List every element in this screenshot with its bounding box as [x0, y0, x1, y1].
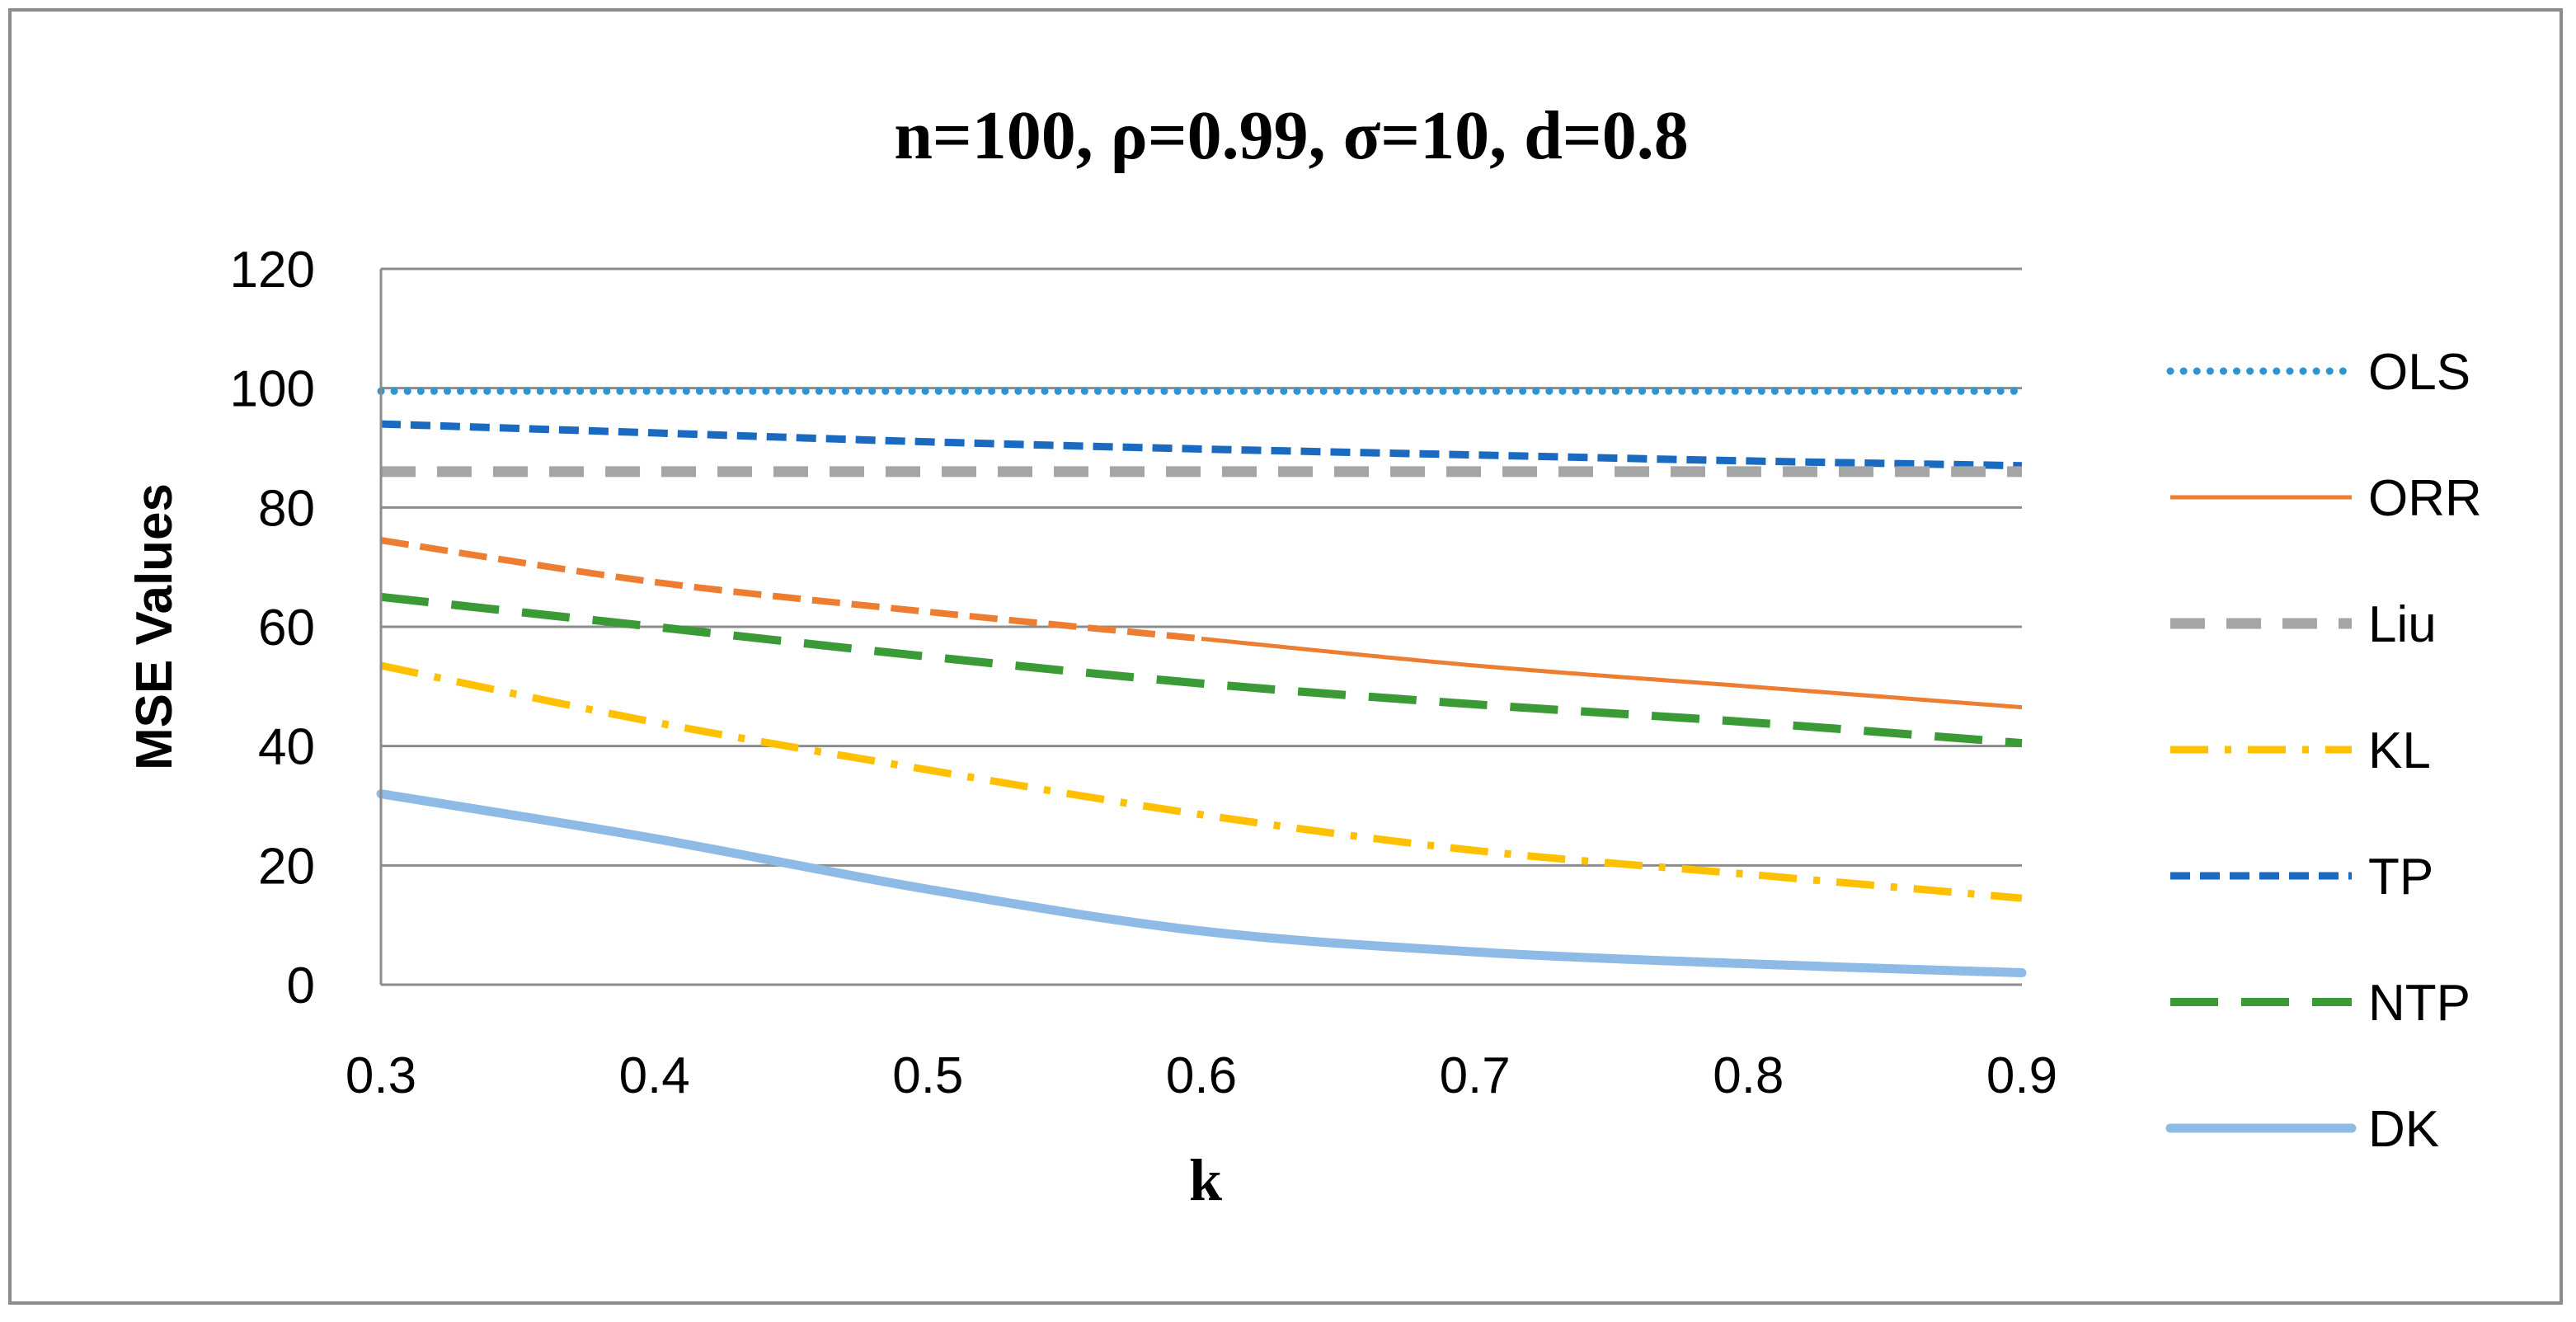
x-tick-label: 0.3 [346, 1047, 416, 1104]
chart-frame [8, 8, 2563, 1305]
y-tick-label: 40 [258, 719, 315, 776]
series-line-kl [380, 661, 2023, 902]
legend-label-dk: DK [2368, 1101, 2439, 1158]
series-line-orr [380, 537, 1202, 642]
x-tick-label: 0.6 [1166, 1047, 1237, 1104]
x-axis-label: k [1189, 1147, 1222, 1213]
legend-label-orr: ORR [2368, 470, 2482, 527]
y-tick-label: 100 [230, 361, 315, 418]
legend-label-ols: OLS [2368, 344, 2470, 401]
legend-label-liu: Liu [2368, 596, 2437, 653]
x-tick-label: 0.8 [1713, 1047, 1784, 1104]
y-tick-label: 20 [258, 838, 315, 895]
gridlines [381, 267, 2022, 867]
legend-label-kl: KL [2368, 722, 2431, 779]
series-line-dk [376, 789, 2027, 978]
y-tick-label: 0 [287, 957, 315, 1014]
legend-label-ntp: NTP [2368, 975, 2470, 1032]
x-tick-label: 0.9 [1986, 1047, 2057, 1104]
series-line-ntp [380, 592, 2023, 748]
legend-label-tp: TP [2368, 849, 2433, 906]
series-line-orr-tail [1201, 636, 2023, 710]
y-tick-label: 120 [230, 242, 315, 299]
y-tick-label: 60 [258, 600, 315, 656]
x-tick-label: 0.7 [1440, 1047, 1511, 1104]
legend: OLS ORR Liu KL TP NTP DK [2165, 344, 2482, 1158]
x-tick-label: 0.4 [619, 1047, 690, 1104]
chart-title: n=100, ρ=0.99, σ=10, d=0.8 [894, 97, 1689, 174]
y-axis-label: MSE Values [126, 483, 183, 770]
x-tick-label: 0.5 [892, 1047, 963, 1104]
series-layer [376, 387, 2027, 978]
axes: 0 20 40 60 80 100 120 0.3 0.4 0.5 0.6 0.7 0.8 0.9 [230, 242, 2058, 1104]
series-line-tp [380, 420, 2023, 470]
y-tick-label: 80 [258, 480, 315, 537]
